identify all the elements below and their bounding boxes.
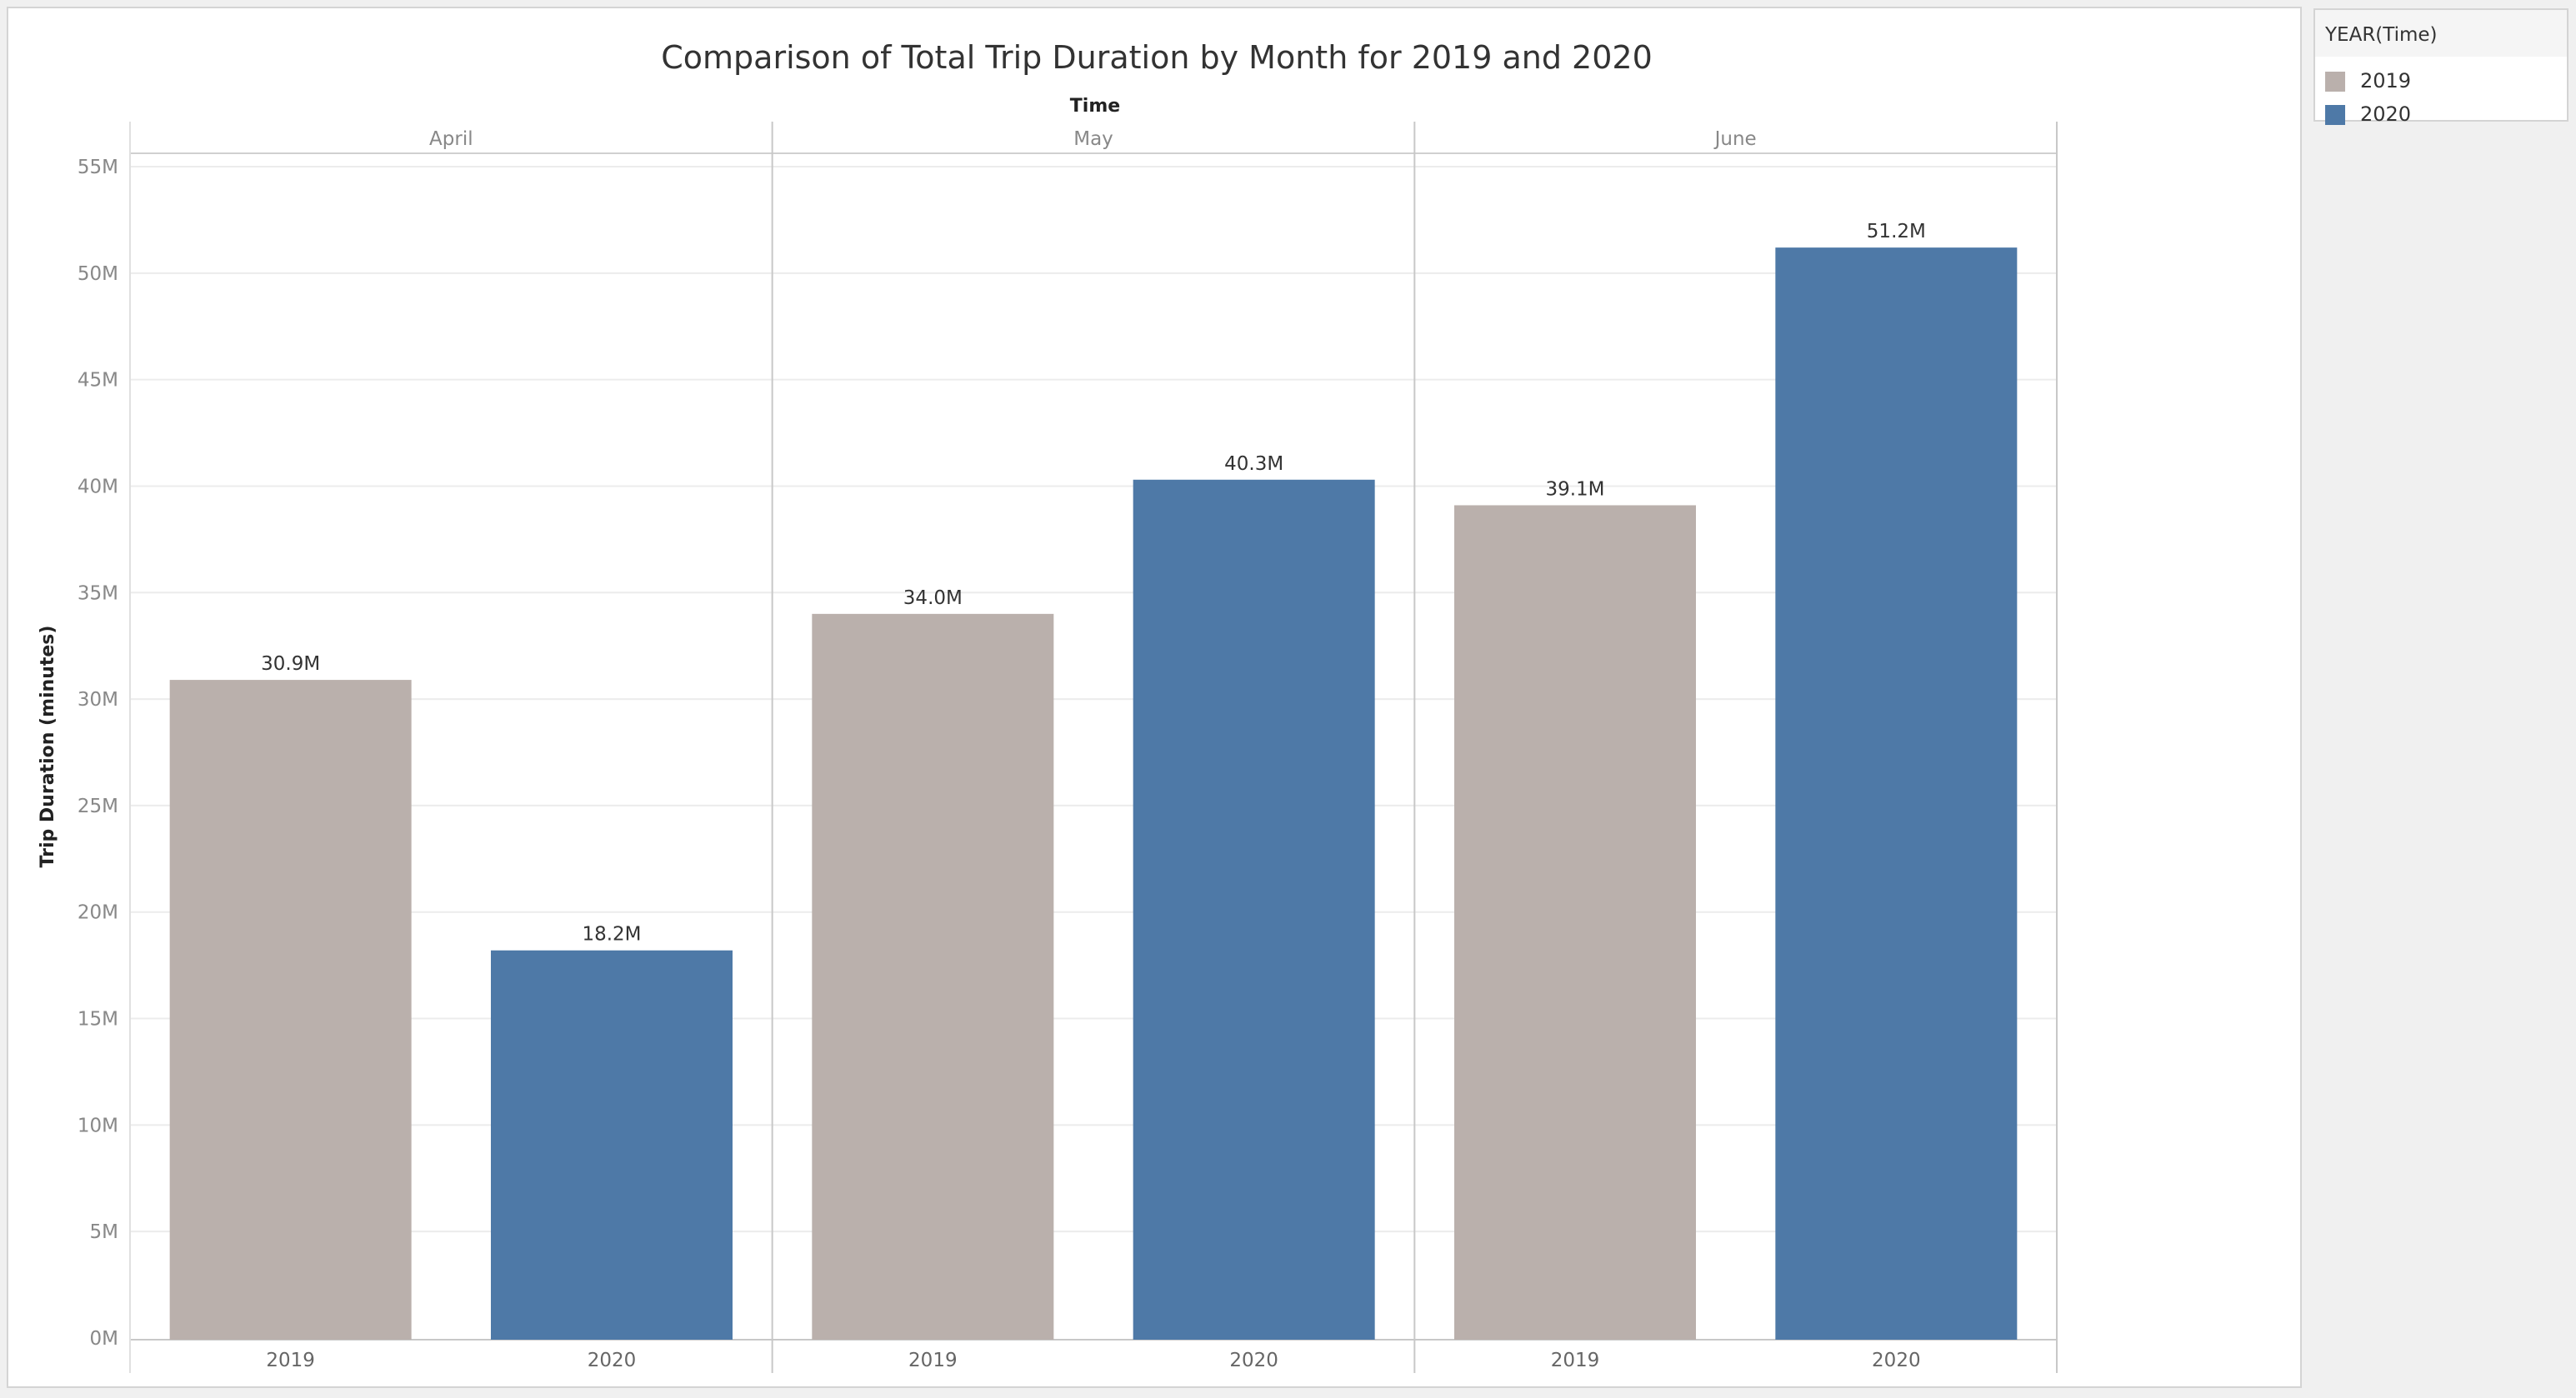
chart-panel: Comparison of Total Trip Duration by Mon… [7,7,2302,1388]
legend-title-background [2315,10,2567,57]
column-header-title: Time [1070,96,1120,117]
legend-swatch-2020 [2325,105,2345,125]
bar-data-label: 39.1M [1545,478,1604,500]
legend-item-2019[interactable]: 2019 [2325,67,2558,95]
x-tick-label: 2020 [1229,1350,1278,1371]
bar-data-label: 51.2M [1867,221,1926,242]
y-tick-label: 5M [90,1221,118,1243]
x-tick-label: 2019 [908,1350,958,1371]
legend-title: YEAR(Time) [2325,24,2438,46]
x-tick-label: 2020 [1872,1350,1921,1371]
legend-item-2020[interactable]: 2020 [2325,100,2558,128]
bar-june-2019[interactable] [1454,505,1696,1340]
group-header-april: April [429,128,473,150]
bar-june-2020[interactable] [1775,247,2018,1340]
y-tick-label: 40M [78,476,118,497]
y-tick-label: 35M [78,582,118,604]
bar-april-2020[interactable] [491,950,733,1340]
bar-data-label: 34.0M [903,587,963,609]
y-tick-label: 30M [78,689,118,711]
bar-data-label: 18.2M [582,924,641,946]
bar-may-2019[interactable] [812,613,1054,1340]
x-tick-label: 2019 [1551,1350,1600,1371]
y-tick-label: 10M [78,1115,118,1136]
chart-title: Comparison of Total Trip Duration by Mon… [661,39,1653,76]
x-tick-label: 2019 [266,1350,315,1371]
x-tick-label: 2020 [588,1350,637,1371]
bar-may-2020[interactable] [1133,479,1375,1341]
y-tick-label: 20M [78,902,118,924]
y-tick-label: 0M [90,1328,118,1350]
y-tick-label: 55M [78,157,118,178]
y-tick-label: 15M [78,1009,118,1031]
bar-april-2019[interactable] [169,680,412,1340]
y-tick-label: 25M [78,796,118,817]
legend-label-2019: 2019 [2360,69,2412,92]
y-axis-label: Trip Duration (minutes) [38,626,58,868]
legend: YEAR(Time) 2019 2020 [2313,8,2568,126]
y-tick-label: 45M [78,370,118,392]
bar-data-label: 30.9M [261,653,320,675]
bar-data-label: 40.3M [1224,453,1283,475]
y-tick-label: 50M [78,263,118,285]
legend-label-2020: 2020 [2360,102,2412,126]
bar-chart: Comparison of Total Trip Duration by Mon… [38,39,2058,1373]
legend-swatch-2019 [2325,72,2345,92]
group-header-june: June [1713,128,1757,150]
group-header-may: May [1073,128,1113,150]
